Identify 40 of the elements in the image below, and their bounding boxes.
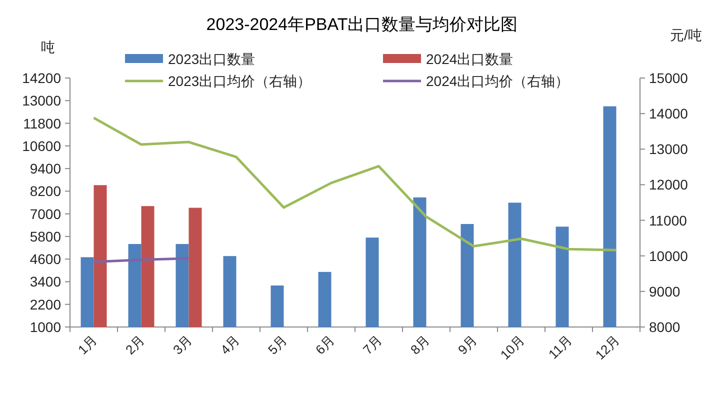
x-tick-label: 10月 (497, 332, 528, 363)
y-tick-label: 10600 (22, 138, 62, 154)
y-tick-label: 4600 (30, 251, 62, 268)
x-tick-label: 1月 (74, 332, 100, 358)
y2-tick-label: 13000 (649, 141, 688, 158)
x-tick-label: 3月 (170, 332, 195, 358)
y-tick-label: 3400 (30, 274, 62, 290)
y-tick-label: 14200 (22, 70, 62, 86)
chart-title: 2023-2024年PBAT出口数量与均价对比图 (206, 15, 518, 34)
y-tick-label: 11800 (23, 115, 62, 132)
x-tick-label: 7月 (360, 332, 385, 358)
legend-label: 2023出口均价（右轴） (168, 73, 312, 89)
y2-tick-label: 10000 (649, 248, 688, 264)
x-tick-label: 8月 (407, 332, 432, 358)
y-tick-label: 13000 (22, 92, 62, 109)
y-axis-title: 吨 (41, 39, 55, 55)
x-tick-label: 9月 (454, 332, 480, 358)
x-tick-label: 12月 (592, 332, 622, 363)
x-tick-label: 11月 (546, 332, 575, 362)
y-tick-label: 1000 (30, 319, 62, 335)
y2-tick-label: 15000 (649, 70, 688, 86)
legend-label: 2024出口均价（右轴） (426, 73, 570, 89)
x-tick-label: 4月 (217, 332, 242, 358)
y2-tick-label: 12000 (649, 176, 688, 193)
y-tick-label: 5800 (30, 228, 62, 244)
x-tick-label: 2月 (122, 332, 148, 358)
y2-tick-label: 8000 (649, 319, 680, 335)
x-tick-label: 6月 (312, 332, 338, 358)
y-tick-label: 2200 (30, 296, 62, 312)
y2-tick-label: 11000 (649, 212, 688, 228)
y-tick-label: 7000 (30, 206, 62, 222)
y2-axis-title: 元/吨 (670, 27, 702, 43)
y2-tick-label: 9000 (649, 283, 680, 300)
y2-tick-label: 14000 (649, 106, 688, 122)
x-tick-label: 5月 (264, 332, 290, 358)
legend-label: 2023出口数量 (168, 51, 256, 67)
y-tick-label: 9400 (30, 160, 62, 177)
y-tick-label: 8200 (30, 183, 62, 200)
legend-label: 2024出口数量 (426, 51, 514, 67)
line-series (92, 116, 618, 252)
